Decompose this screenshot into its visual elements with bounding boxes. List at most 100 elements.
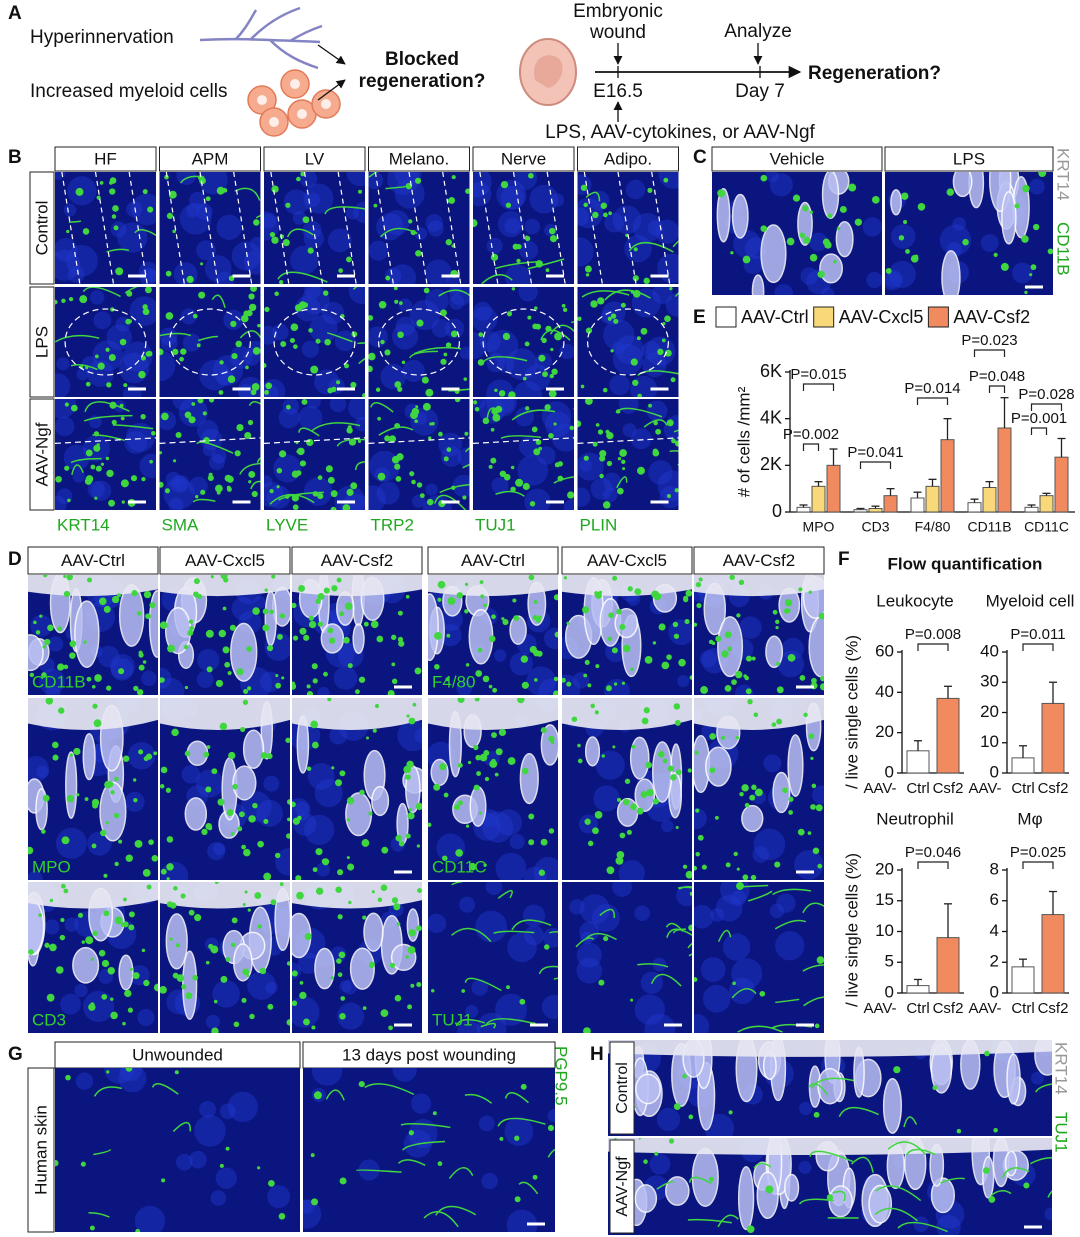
krt14-signal (941, 250, 961, 295)
green-signal (684, 619, 690, 625)
nuclei (603, 319, 635, 351)
green-signal (387, 689, 395, 695)
micrograph (159, 399, 261, 510)
green-signal (214, 882, 219, 884)
green-signal (311, 1025, 316, 1030)
green-signal (583, 202, 588, 208)
nuclei (55, 238, 78, 262)
stain-label: CD11B (32, 672, 86, 691)
nuclei (481, 1172, 498, 1190)
green-signal (91, 685, 96, 689)
fiber (493, 930, 535, 934)
green-signal (98, 949, 106, 957)
green-signal (114, 916, 123, 925)
nuclei (141, 670, 157, 687)
green-signal (394, 381, 402, 388)
green-signal (123, 383, 128, 388)
green-signal (343, 636, 350, 644)
outline (61, 172, 81, 284)
green-signal (652, 448, 659, 454)
green-signal (1021, 235, 1029, 243)
green-signal (513, 615, 520, 622)
green-signal (223, 577, 229, 583)
green-signal (73, 747, 81, 756)
fiber (798, 1198, 834, 1205)
nuclei (506, 1209, 538, 1232)
green-signal (225, 956, 231, 962)
green-signal (671, 438, 676, 444)
column-header: AAV-Csf2 (723, 551, 795, 570)
green-signal (533, 600, 538, 604)
y-tick-label: 10 (980, 732, 999, 751)
green-signal (408, 717, 416, 725)
green-signal (602, 501, 611, 509)
green-signal (187, 630, 194, 637)
green-signal (984, 1050, 990, 1057)
green-signal (276, 467, 283, 474)
green-signal (491, 614, 496, 620)
green-signal (211, 768, 218, 775)
green-signal (443, 792, 449, 798)
nuclei (348, 399, 365, 420)
green-signal (83, 640, 87, 644)
green-signal (106, 685, 112, 691)
green-signal (464, 609, 469, 614)
p-value: P=0.025 (1010, 844, 1066, 861)
green-signal (160, 784, 165, 789)
bar (910, 497, 925, 513)
column-header: Unwounded (132, 1045, 223, 1064)
nuclei (668, 619, 692, 646)
green-signal (247, 419, 254, 426)
green-signal (241, 844, 246, 850)
green-signal (244, 432, 252, 440)
micrograph (608, 1138, 1052, 1235)
krt14-signal (716, 187, 731, 243)
green-signal (262, 608, 269, 615)
green-signal (595, 423, 600, 427)
green-signal (225, 1146, 230, 1151)
green-signal (405, 955, 409, 959)
green-signal (695, 581, 702, 588)
green-signal (792, 194, 801, 202)
green-signal (110, 790, 115, 795)
green-signal (666, 494, 671, 499)
green-signal (465, 663, 470, 667)
nuclei (1031, 1071, 1044, 1085)
nerve-illustration (199, 6, 323, 70)
green-signal (511, 287, 516, 291)
green-signal (28, 846, 34, 855)
green-signal (166, 212, 174, 219)
nuclei (303, 1199, 314, 1214)
green-signal (754, 788, 763, 797)
green-signal (60, 883, 66, 889)
green-signal (747, 698, 753, 705)
green-signal (94, 354, 99, 359)
fiber (70, 457, 102, 464)
krt14-signal (731, 193, 749, 239)
row-header: Human skin (31, 1105, 50, 1195)
nuclei (227, 1091, 258, 1122)
green-signal (653, 420, 658, 426)
bar (1041, 702, 1065, 774)
green-signal (479, 580, 484, 585)
nuclei (299, 172, 318, 188)
nuclei (774, 284, 794, 295)
green-signal (464, 431, 469, 436)
green-signal (742, 874, 749, 880)
green-signal (483, 749, 490, 756)
green-signal (63, 888, 69, 894)
green-signal (643, 1159, 648, 1164)
green-signal (218, 390, 224, 395)
stain-label: TRP2 (371, 515, 414, 534)
outline (473, 437, 574, 444)
green-signal (533, 448, 541, 456)
green-signal (408, 929, 416, 937)
green-signal (447, 597, 456, 605)
green-signal (776, 718, 783, 725)
green-signal (584, 818, 591, 825)
nuclei (196, 203, 213, 221)
column-header-box (472, 146, 575, 172)
green-signal (338, 951, 346, 959)
fiber (248, 401, 261, 407)
green-signal (49, 943, 57, 952)
